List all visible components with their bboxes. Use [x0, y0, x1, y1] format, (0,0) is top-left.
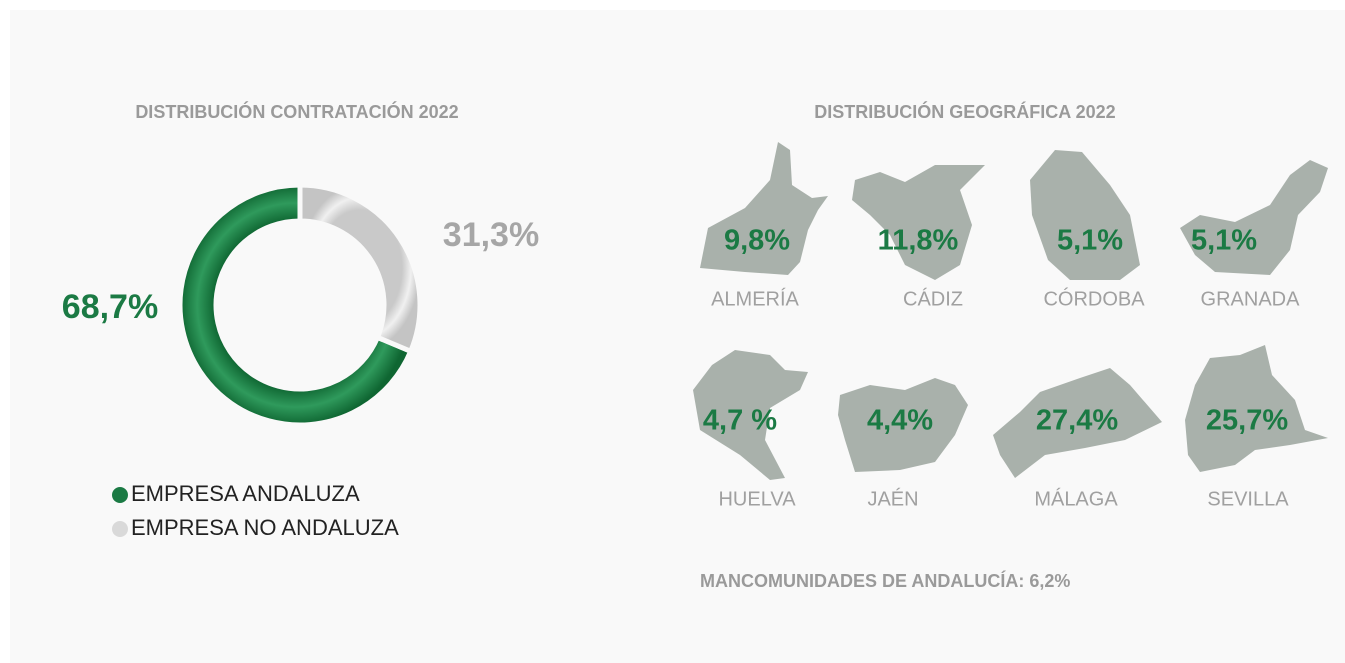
shape-sevilla — [1185, 345, 1328, 472]
shape-almeria — [700, 142, 828, 275]
province-value: 11,8% — [878, 225, 959, 257]
legend-swatch — [112, 521, 128, 537]
province-value: 4,7 % — [703, 405, 777, 437]
legend-label: EMPRESA NO ANDALUZA — [131, 515, 399, 540]
province-value: 25,7% — [1206, 405, 1288, 437]
province-name: CÁDIZ — [903, 287, 963, 310]
panel — [10, 10, 1345, 663]
value-label: 31,3% — [443, 216, 539, 254]
province-name: GRANADA — [1201, 288, 1301, 310]
province-name: HUELVA — [718, 488, 796, 510]
province-value: 27,4% — [1036, 405, 1118, 437]
shape-cordoba — [1030, 150, 1140, 280]
geo-title: DISTRIBUCIÓN GEOGRÁFICA 2022 — [814, 101, 1115, 122]
province-value: 5,1% — [1191, 225, 1257, 257]
value-label: 68,7% — [62, 288, 158, 326]
province-name: CÓRDOBA — [1043, 287, 1145, 310]
shape-jaen — [838, 378, 968, 472]
shape-malaga — [993, 368, 1162, 478]
province-value: 5,1% — [1057, 225, 1123, 257]
province-shapes — [693, 142, 1328, 480]
province-name: JAÉN — [867, 487, 918, 510]
province-name: SEVILLA — [1207, 488, 1289, 510]
province-name: MÁLAGA — [1034, 487, 1118, 510]
note: MANCOMUNIDADES DE ANDALUCÍA: 6,2% — [700, 570, 1070, 591]
province-value: 4,4% — [867, 405, 933, 437]
legend-label: EMPRESA ANDALUZA — [131, 481, 360, 506]
province-name: ALMERÍA — [711, 287, 799, 310]
shape-huelva — [693, 350, 808, 480]
shape-cadiz — [852, 165, 985, 280]
shape-granada — [1180, 160, 1328, 275]
province-value: 9,8% — [724, 225, 790, 257]
donut-title: DISTRIBUCIÓN CONTRATACIÓN 2022 — [135, 101, 458, 122]
donut-slice — [297, 182, 423, 355]
legend-swatch — [112, 487, 128, 503]
donut-slice — [177, 182, 414, 428]
